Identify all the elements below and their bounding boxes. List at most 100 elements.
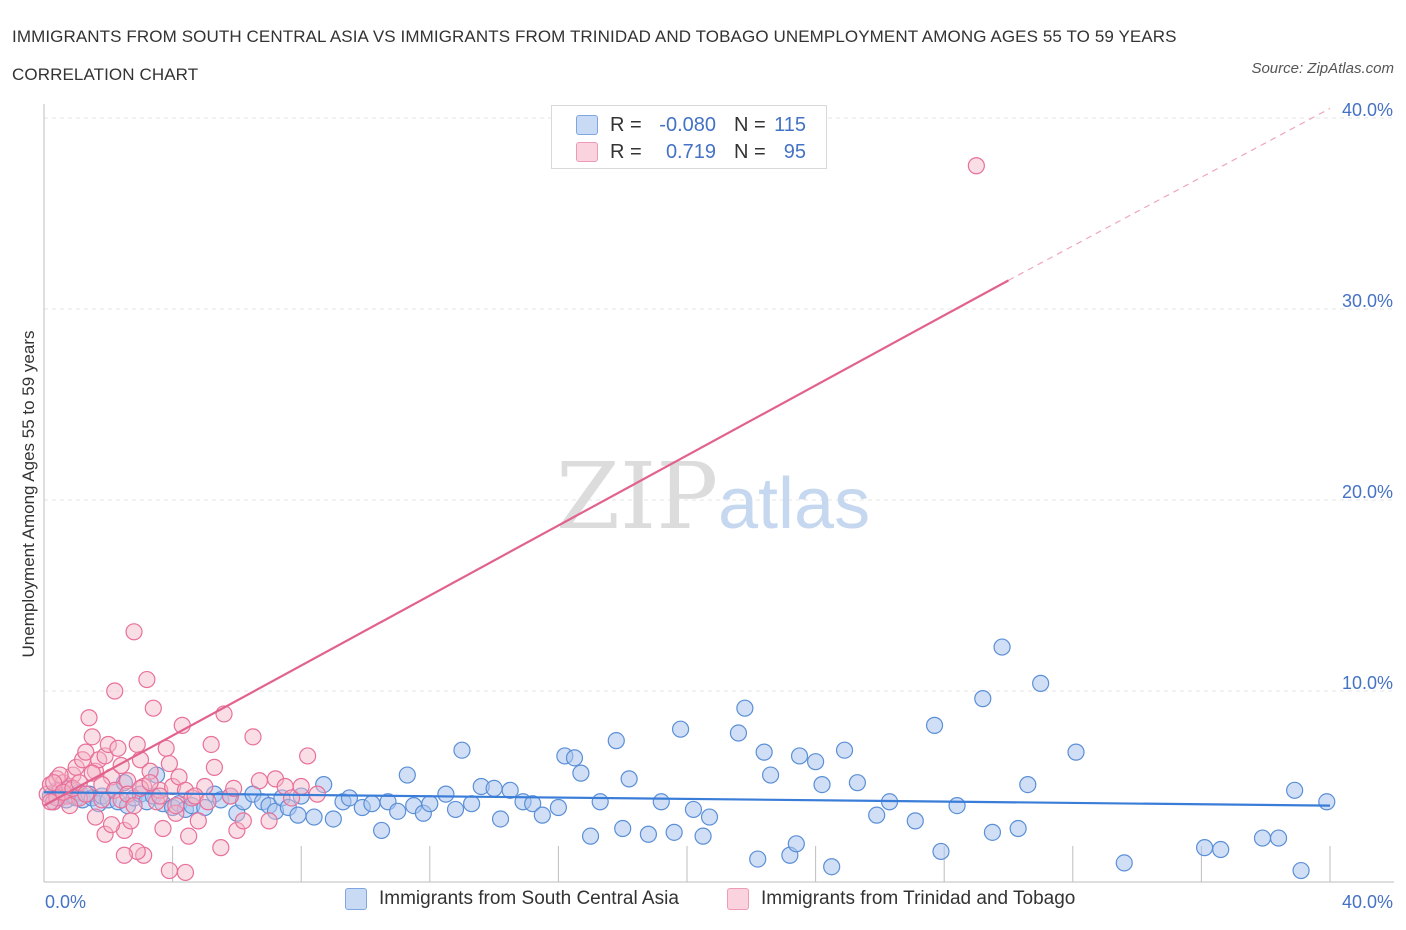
data-point-trinidad-tobago [86, 808, 105, 826]
data-point-south-central-asia [736, 699, 754, 717]
data-point-south-central-asia [614, 819, 632, 838]
data-point-south-central-asia [372, 821, 391, 840]
data-point-trinidad-tobago [244, 728, 262, 746]
data-point-south-central-asia [1196, 839, 1214, 857]
data-point-trinidad-tobago [102, 816, 121, 834]
y-tick-label: 30.0% [1342, 291, 1393, 311]
legend-swatch-blue [345, 888, 367, 910]
source-label: Source: ZipAtlas.com [1251, 60, 1394, 77]
data-point-south-central-asia [787, 835, 805, 853]
data-point-trinidad-tobago [154, 819, 172, 838]
data-point-south-central-asia [1067, 743, 1085, 761]
data-point-trinidad-tobago [250, 772, 269, 790]
data-point-south-central-asia [729, 724, 748, 742]
data-point-south-central-asia [549, 798, 568, 817]
data-point-trinidad-tobago [77, 743, 95, 761]
r-label: R = [610, 140, 642, 163]
data-point-south-central-asia [749, 850, 767, 868]
data-point-trinidad-tobago [141, 774, 159, 792]
data-point-trinidad-tobago [199, 793, 217, 811]
data-point-trinidad-tobago [160, 754, 178, 773]
data-point-south-central-asia [1115, 854, 1133, 872]
data-point-trinidad-tobago [202, 735, 220, 754]
points-pink [38, 157, 985, 882]
data-point-south-central-asia [565, 749, 584, 767]
trend-line-extension-trinidad-tobago [1008, 107, 1331, 281]
x-tick-label: 0.0% [45, 892, 86, 912]
data-point-trinidad-tobago [118, 772, 137, 790]
gridlines [44, 117, 1394, 692]
data-point-south-central-asia [572, 764, 590, 782]
data-point-south-central-asia [906, 812, 924, 830]
data-point-south-central-asia [491, 810, 510, 828]
series-legend: Immigrants from South Central Asia Immig… [0, 888, 1406, 916]
legend-label: Immigrants from South Central Asia [379, 888, 679, 909]
x-tick-labels: 0.0% 40.0% [45, 892, 1393, 912]
legend-swatch-pink [576, 142, 598, 162]
data-point-south-central-asia [533, 806, 551, 824]
data-point-trinidad-tobago [144, 699, 162, 717]
data-point-south-central-asia [639, 825, 658, 843]
data-point-south-central-asia [1269, 829, 1288, 847]
data-point-south-central-asia [694, 827, 712, 845]
data-point-south-central-asia [620, 770, 638, 788]
legend-swatch-pink [727, 888, 749, 910]
n-label: N = [734, 113, 766, 136]
data-point-south-central-asia [700, 808, 719, 826]
data-point-south-central-asia [437, 785, 455, 803]
points-blue [41, 638, 1336, 880]
data-point-south-central-asia [501, 781, 519, 799]
data-point-trinidad-tobago [234, 812, 252, 830]
legend-item-south-central-asia: Immigrants from South Central Asia [345, 888, 679, 910]
legend-label: Immigrants from Trinidad and Tobago [761, 888, 1076, 909]
data-point-south-central-asia [1286, 781, 1304, 799]
data-point-south-central-asia [993, 638, 1011, 656]
data-point-south-central-asia [524, 795, 542, 813]
data-point-south-central-asia [761, 766, 780, 784]
r-value: -0.080 [659, 113, 716, 136]
data-point-trinidad-tobago [212, 839, 230, 857]
data-point-south-central-asia [462, 795, 481, 813]
y-tick-label: 20.0% [1342, 482, 1393, 502]
data-point-trinidad-tobago [967, 157, 985, 175]
r-value: 0.719 [665, 140, 716, 163]
n-value: 115 [774, 113, 806, 136]
data-point-trinidad-tobago [299, 747, 317, 765]
data-point-trinidad-tobago [189, 812, 207, 830]
data-point-south-central-asia [823, 858, 841, 876]
data-point-trinidad-tobago [180, 827, 198, 845]
data-point-trinidad-tobago [167, 796, 185, 815]
data-point-trinidad-tobago [109, 739, 127, 757]
data-point-south-central-asia [305, 808, 323, 826]
data-point-south-central-asia [591, 793, 609, 811]
data-point-trinidad-tobago [292, 777, 310, 796]
watermark: ZIP atlas [556, 443, 870, 550]
y-tick-label: 40.0% [1342, 100, 1393, 120]
y-tick-labels: 10.0% 20.0% 30.0% 40.0% [1342, 100, 1393, 693]
data-point-south-central-asia [806, 753, 825, 771]
data-point-south-central-asia [315, 775, 333, 794]
y-axis-label: Unemployment Among Ages 55 to 59 years [19, 331, 38, 658]
legend-swatch-blue [576, 115, 598, 135]
data-point-trinidad-tobago [160, 861, 178, 880]
data-point-south-central-asia [684, 800, 703, 819]
data-point-south-central-asia [932, 842, 950, 861]
data-point-trinidad-tobago [205, 758, 223, 777]
data-point-south-central-asia [1009, 819, 1027, 838]
data-point-south-central-asia [485, 779, 503, 798]
data-point-south-central-asia [421, 795, 439, 813]
legend-row-blue: R = -0.080 N = 115 [576, 113, 806, 137]
legend-row-pink: R = 0.719 N = 95 [576, 140, 806, 164]
r-label: R = [610, 113, 642, 136]
data-point-south-central-asia [790, 747, 809, 765]
data-point-trinidad-tobago [99, 735, 117, 754]
trend-line-south-central-asia [43, 791, 1331, 807]
chart-title: IMMIGRANTS FROM SOUTH CENTRAL ASIA VS IM… [12, 27, 1177, 84]
data-point-south-central-asia [363, 795, 381, 813]
data-point-trinidad-tobago [176, 863, 195, 882]
data-point-south-central-asia [868, 806, 886, 824]
data-point-south-central-asia [607, 732, 625, 750]
data-point-trinidad-tobago [77, 785, 95, 803]
data-point-south-central-asia [974, 690, 992, 708]
